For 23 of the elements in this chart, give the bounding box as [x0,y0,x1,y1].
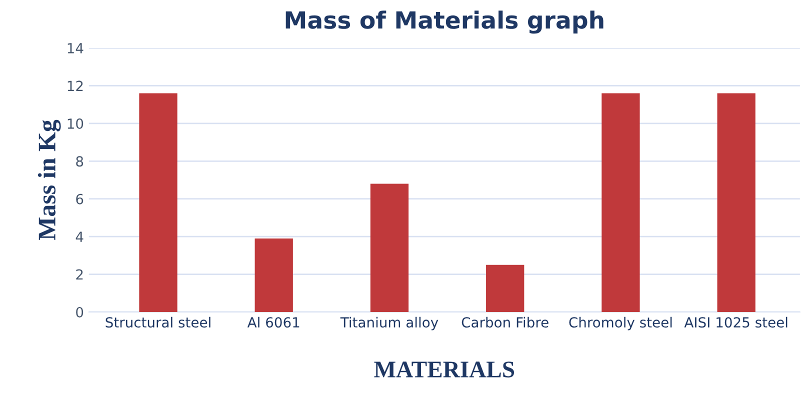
bar [139,93,178,312]
x-tick-label: Structural steel [106,316,210,328]
bar [486,264,524,312]
x-tick-label: Al 6061 [247,316,300,328]
y-tick-label: 0 [76,306,84,318]
bar [602,93,640,312]
y-tick-label: 2 [76,269,83,280]
x-tick-label: AISI 1025 steel [684,316,788,328]
y-tick-label: 6 [76,194,84,204]
x-axis-title: MATERIALS [374,362,514,378]
bar [717,93,756,312]
x-tick-label: Carbon Fibre [462,316,548,328]
chart-title: Mass of Materials graph [286,10,604,34]
y-tick-label: 4 [76,232,84,242]
bar [254,238,293,312]
y-tick-label: 12 [68,80,83,91]
y-axis-title: Mass in Kg [38,120,61,240]
x-tick-label: Chromoly steel [569,316,672,330]
x-tick-label: Titanium alloy [340,316,438,330]
y-tick-label: 14 [68,43,84,54]
bar [370,184,409,312]
y-tick-label: 8 [76,156,84,167]
y-tick-label: 10 [68,118,84,129]
